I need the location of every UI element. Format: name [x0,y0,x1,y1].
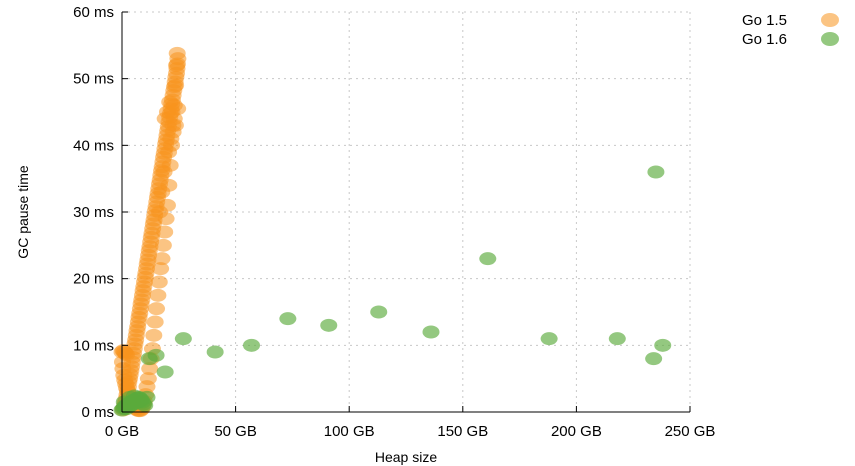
point-1-35 [174,332,192,346]
axes [121,11,691,413]
point-1-40 [370,305,388,319]
point-0-130 [118,348,136,362]
y-tick-label-0: 0 ms [81,404,114,421]
x-tick-label-2: 100 GB [324,423,375,440]
point-0-143 [150,205,168,219]
grid-lines [122,11,691,412]
point-0-97 [149,288,167,302]
y-tick-label-5: 50 ms [73,71,114,88]
point-0-83 [168,58,186,72]
point-0-93 [154,238,172,252]
point-1-38 [279,312,297,326]
x-axis-title: Heap size [375,449,437,465]
y-tick-label-6: 60 ms [73,4,114,21]
scatter-series [113,46,672,418]
point-0-95 [152,262,170,276]
point-1-46 [654,338,672,352]
point-0-136 [160,145,178,159]
y-tick-label-1: 10 ms [73,337,114,354]
y-tick-label-2: 20 ms [73,271,114,288]
point-1-44 [608,332,626,346]
point-0-96 [150,275,168,289]
point-0-140 [169,102,187,116]
legend-marker-0 [821,13,839,27]
point-0-103 [141,362,159,376]
point-1-43 [540,332,558,346]
point-1-42 [479,252,497,266]
y-tick-label-4: 40 ms [73,137,114,154]
point-0-142 [153,185,171,199]
point-1-39 [320,318,338,332]
point-1-37 [243,338,261,352]
point-0-141 [155,165,173,179]
point-1-45 [645,352,663,366]
point-1-33 [147,348,165,362]
x-tick-label-1: 50 GB [214,423,257,440]
legend-marker-1 [821,32,839,46]
tick-labels: 0 ms 10 ms 20 ms 30 ms 40 ms 50 ms 60 ms 0 GB 50… [73,4,715,440]
point-0-98 [148,302,166,316]
y-tick-label-3: 30 ms [73,204,114,221]
y-axis-title: GC pause time [15,165,31,259]
point-1-47 [647,165,665,179]
x-tick-label-4: 200 GB [551,423,602,440]
legend-label-0: Go 1.5 [742,12,787,29]
point-0-82 [168,46,186,60]
point-1-41 [422,325,440,339]
point-0-99 [146,315,164,329]
point-1-31 [125,389,143,403]
point-0-100 [145,328,163,342]
point-0-94 [153,252,171,266]
x-tick-label-3: 150 GB [437,423,488,440]
point-0-92 [156,225,174,239]
x-tick-label-5: 250 GB [665,423,716,440]
point-0-84 [167,78,185,92]
legend-label-1: Go 1.6 [742,31,787,48]
series-1 [113,165,672,417]
point-1-36 [206,345,224,359]
point-1-34 [156,365,174,379]
point-0-139 [166,118,184,132]
legend: Go 1.5 Go 1.6 [742,12,839,48]
x-tick-label-0: 0 GB [105,423,139,440]
